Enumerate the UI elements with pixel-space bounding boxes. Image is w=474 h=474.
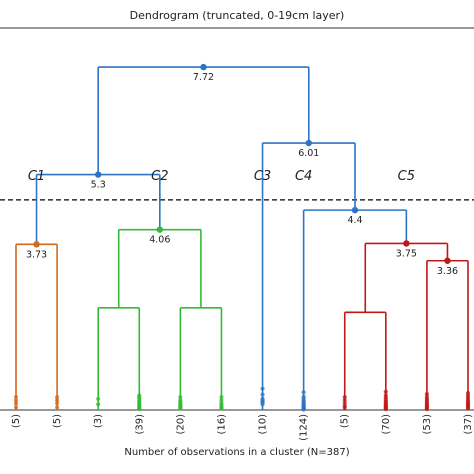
observation-point: [54, 398, 60, 403]
leaf-count-label: (39): [134, 414, 145, 435]
leaf-count-label: (5): [52, 414, 63, 428]
observation-point: [96, 396, 101, 401]
chart-title: Dendrogram (truncated, 0-19cm layer): [130, 9, 345, 22]
observation-point: [424, 407, 430, 412]
observation-point: [178, 395, 183, 400]
leaf-count-label: (70): [381, 414, 392, 435]
merge-node-marker: [403, 240, 410, 247]
merge-node-marker: [156, 226, 164, 233]
merge-height-label: 7.72: [193, 72, 214, 83]
observation-point: [260, 402, 265, 407]
cluster-label: C1: [28, 169, 45, 184]
cluster-label: C4: [295, 169, 312, 184]
merge-height-label: 3.73: [26, 249, 47, 260]
leaf-count-label: (37): [463, 414, 474, 435]
leaf-count-label: (10): [258, 414, 269, 435]
observation-point: [301, 407, 306, 412]
merge-node-marker: [33, 241, 40, 248]
observation-point: [54, 395, 60, 400]
leaf-count-label: (3): [93, 414, 104, 428]
observation-point: [260, 392, 265, 397]
observation-point: [54, 401, 60, 406]
cluster-label: C5: [398, 169, 415, 184]
observation-point: [54, 405, 60, 410]
merge-height-label: 5.3: [91, 180, 106, 191]
merge-height-label: 4.06: [149, 235, 170, 246]
x-axis-label: Number of observations in a cluster (N=3…: [124, 447, 349, 458]
merge-height-label: 6.01: [298, 148, 319, 159]
leaf-count-label: (5): [340, 414, 351, 428]
observation-points: [13, 386, 471, 412]
observation-point: [260, 386, 265, 391]
observation-point: [342, 395, 347, 400]
merge-node-marker: [94, 171, 102, 178]
observation-point: [219, 406, 224, 411]
merge-height-label: 3.75: [396, 248, 417, 259]
text-labels: (5) (5) (3) (39) (20) (16) (10) (124) (5) (70) (53…: [11, 72, 474, 441]
merge-node-marker: [351, 206, 359, 214]
leaf-count-label: (124): [299, 414, 310, 441]
observation-point: [137, 407, 142, 412]
observation-point: [178, 406, 183, 411]
observation-point: [13, 405, 19, 410]
observation-point: [219, 395, 224, 400]
observation-point: [465, 406, 471, 411]
leaf-count-label: (20): [175, 414, 186, 435]
cluster-label: C3: [254, 169, 271, 184]
observation-point: [383, 407, 388, 412]
observation-point: [301, 390, 306, 395]
observation-point: [342, 398, 347, 403]
merge-height-label: 4.4: [347, 215, 362, 226]
observation-point: [13, 401, 19, 406]
observation-point: [342, 405, 347, 410]
merge-nodes: [33, 63, 451, 264]
merge-node-marker: [200, 63, 207, 71]
observation-point: [96, 402, 101, 407]
observation-point: [13, 395, 19, 400]
leaf-count-label: (5): [11, 414, 22, 428]
merge-node-marker: [444, 257, 451, 264]
merge-height-label: 3.36: [437, 266, 458, 277]
leaf-count-label: (16): [216, 414, 227, 435]
observation-point: [383, 389, 388, 394]
merge-node-marker: [305, 139, 312, 147]
cluster-label: C2: [151, 169, 168, 184]
leaf-count-label: (53): [422, 414, 433, 435]
